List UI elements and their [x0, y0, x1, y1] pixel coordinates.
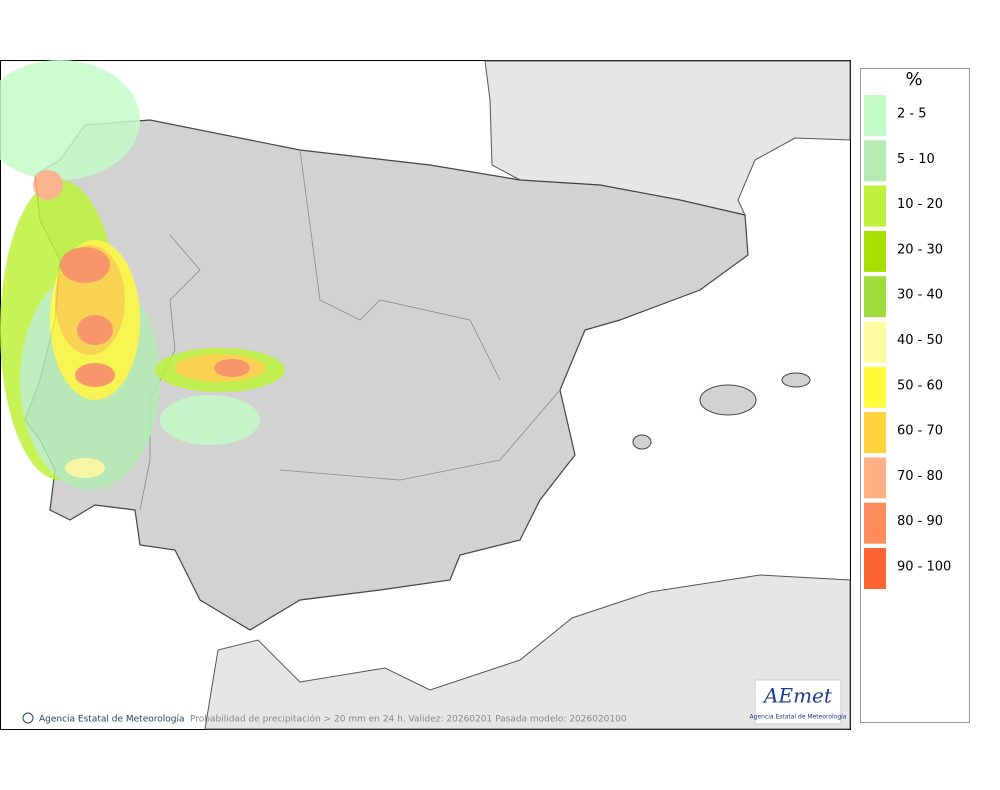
legend-label: 70 - 80	[897, 469, 943, 484]
copyright-icon	[22, 712, 34, 724]
legend-label: 50 - 60	[897, 378, 943, 393]
logo-name: AEmet	[762, 684, 833, 708]
legend-label: 30 - 40	[897, 288, 943, 303]
islands	[632, 372, 811, 450]
area	[65, 458, 105, 478]
legend-label: 80 - 90	[897, 514, 943, 529]
legend-swatch	[864, 457, 886, 499]
africa	[204, 574, 851, 730]
legend-swatch	[864, 140, 886, 182]
legend-swatch	[864, 185, 886, 227]
area	[75, 363, 115, 387]
ibiza	[632, 434, 652, 450]
legend-swatch	[864, 366, 886, 408]
legend-swatch	[864, 95, 886, 136]
legend-label: 20 - 30	[897, 242, 943, 257]
area	[60, 247, 110, 283]
legend-swatch	[864, 412, 886, 454]
border	[279, 389, 561, 481]
legend-label: 60 - 70	[897, 424, 943, 439]
menorca	[781, 372, 811, 388]
legend-label: 90 - 100	[897, 560, 951, 575]
area	[214, 359, 250, 377]
legend-swatch	[864, 321, 886, 363]
area	[33, 170, 63, 200]
legend-label: 5 - 10	[897, 152, 935, 167]
border	[299, 149, 501, 381]
legend-label: 10 - 20	[897, 197, 943, 212]
precipitation	[0, 60, 285, 490]
mallorca	[699, 384, 757, 416]
legend-swatch	[864, 230, 886, 272]
legend-label: 2 - 5	[897, 107, 927, 122]
border	[139, 234, 201, 511]
caption: Probabilidad de precipitación > 20 mm en…	[190, 714, 627, 725]
logo-box	[754, 679, 842, 725]
legend-swatch	[864, 502, 886, 544]
legend-label: 40 - 50	[897, 333, 943, 348]
borders	[139, 149, 561, 511]
legend-swatch	[864, 548, 886, 589]
area	[160, 395, 260, 445]
copyright-text: Agencia Estatal de Meteorología	[39, 715, 185, 725]
area	[77, 315, 113, 345]
legend-swatch	[864, 276, 886, 318]
area	[0, 60, 140, 180]
logo-subtitle: Agencia Estatal de Meteorología	[750, 714, 847, 721]
legend-title: %	[905, 69, 922, 90]
